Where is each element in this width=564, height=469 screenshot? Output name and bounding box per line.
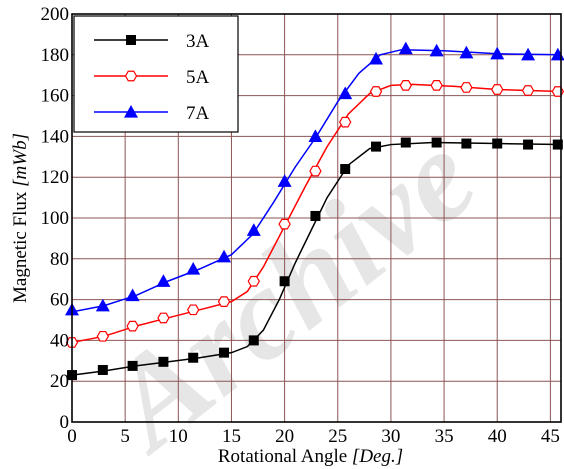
x-tick-label: 0	[67, 426, 77, 447]
data-point-7A	[490, 46, 505, 60]
data-point-3A	[523, 139, 534, 150]
x-tick-label: 30	[381, 426, 400, 447]
data-point-5A	[278, 218, 291, 230]
data-point-5A	[186, 304, 200, 316]
data-point-5A	[521, 85, 535, 96]
data-point-7A	[521, 47, 536, 61]
legend-marker	[124, 70, 138, 82]
tick-labels: 0 5 10 15 20 25 30 35 40 45 0 20 40 60 80 100 120 140 160 1…	[41, 4, 560, 447]
data-point-7A	[429, 43, 444, 57]
data-point-5A	[157, 312, 170, 324]
data-point-3A	[219, 347, 230, 358]
legend-marker	[126, 35, 136, 45]
y-tick-label: 180	[41, 45, 70, 66]
data-point-3A	[431, 137, 442, 148]
series-3A	[67, 137, 563, 381]
data-point-5A	[217, 296, 231, 307]
y-tick-label: 40	[50, 330, 69, 351]
data-point-5A	[491, 84, 504, 95]
legend-label: 3A	[186, 31, 210, 52]
watermark-text: Archive	[77, 104, 501, 469]
data-point-5A	[369, 86, 383, 97]
data-point-3A	[552, 139, 563, 150]
y-tick-label: 20	[50, 371, 69, 392]
data-point-5A	[339, 116, 352, 128]
data-point-7A	[277, 174, 292, 187]
data-point-3A	[127, 360, 138, 371]
data-point-7A	[398, 41, 413, 55]
x-tick-label: 5	[120, 426, 130, 447]
data-point-3A	[158, 356, 169, 367]
x-tick-label: 45	[541, 426, 560, 447]
y-tick-label: 140	[41, 126, 70, 147]
data-point-3A	[97, 364, 108, 375]
y-tick-label: 100	[41, 208, 70, 229]
data-point-3A	[400, 137, 411, 148]
data-point-7A	[186, 262, 201, 275]
legend: 3A 5A 7A	[73, 15, 239, 133]
plot-frame	[71, 13, 562, 423]
legend-marker	[124, 105, 138, 118]
y-tick-label: 80	[50, 249, 69, 270]
data-point-5A	[96, 330, 110, 342]
series-group	[65, 41, 564, 381]
legend-item-5A: 5A	[94, 67, 210, 88]
legend-item-3A: 3A	[94, 31, 210, 52]
data-point-5A	[309, 165, 322, 177]
x-tick-label: 35	[435, 426, 454, 447]
data-point-7A	[156, 274, 171, 287]
data-point-5A	[399, 80, 412, 91]
y-tick-label: 200	[41, 4, 70, 25]
data-point-3A	[310, 210, 321, 221]
y-tick-label: 120	[41, 167, 70, 188]
legend-box	[73, 15, 239, 133]
data-point-3A	[248, 335, 259, 346]
data-point-5A	[247, 275, 260, 287]
y-axis-label: Magnetic Flux [mWb]	[10, 133, 31, 303]
x-tick-label: 40	[488, 426, 507, 447]
x-tick-label: 10	[169, 426, 188, 447]
legend-label: 7A	[186, 103, 210, 124]
data-point-7A	[95, 298, 110, 312]
x-tick-label: 15	[222, 426, 241, 447]
data-point-7A	[338, 86, 353, 100]
data-point-7A	[125, 288, 140, 302]
data-point-7A	[369, 51, 384, 65]
data-point-7A	[246, 223, 261, 236]
legend-label: 5A	[186, 67, 210, 88]
legend-item-7A: 7A	[94, 103, 210, 124]
data-point-7A	[308, 129, 323, 142]
data-point-5A	[430, 80, 443, 91]
data-point-3A	[492, 138, 503, 149]
x-tick-label: 25	[328, 426, 347, 447]
data-point-3A	[279, 276, 290, 287]
data-point-3A	[371, 141, 382, 152]
data-point-7A	[459, 45, 474, 59]
data-point-3A	[340, 164, 351, 175]
data-point-3A	[188, 352, 199, 363]
data-point-3A	[461, 138, 472, 149]
x-axis-label: Rotational Angle [Deg.]	[218, 446, 403, 467]
y-tick-label: 60	[50, 290, 69, 311]
y-tick-label: 160	[41, 86, 70, 107]
data-point-5A	[460, 82, 473, 93]
y-tick-label: 0	[60, 412, 70, 433]
x-tick-label: 20	[275, 426, 294, 447]
data-point-7A	[217, 249, 232, 263]
data-point-5A	[126, 320, 139, 332]
